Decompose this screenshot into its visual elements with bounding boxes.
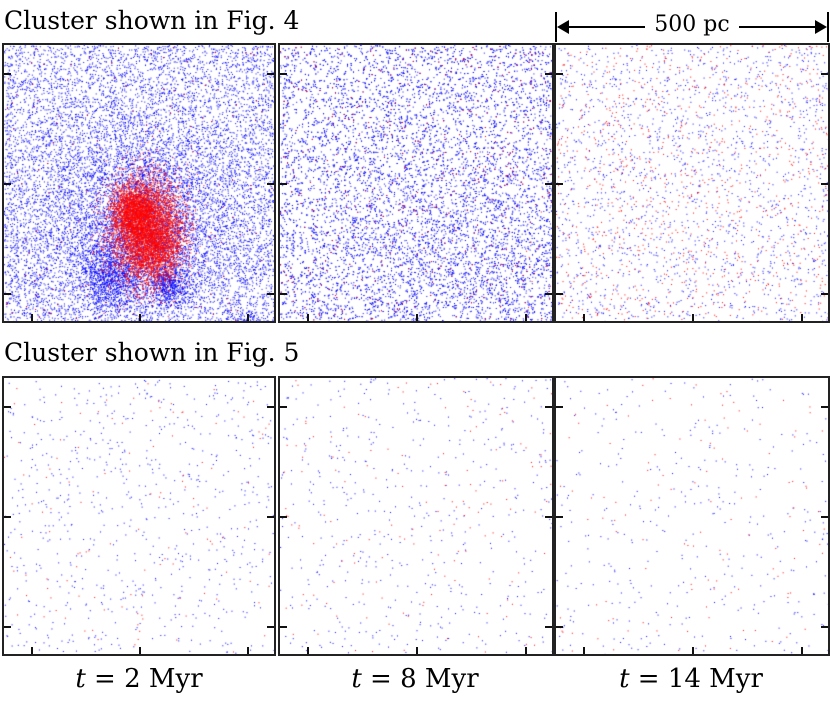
axis-tick: [821, 406, 828, 408]
axis-tick: [267, 406, 274, 408]
axis-tick: [31, 647, 33, 654]
axis-tick: [4, 293, 11, 295]
panel-fig5-t14: [554, 376, 830, 656]
axis-tick: [821, 183, 828, 185]
scale-bar-label: 500 pc: [645, 10, 739, 40]
axis-tick: [821, 73, 828, 75]
time-variable: t: [351, 664, 362, 694]
axis-tick: [307, 314, 309, 321]
time-variable: t: [619, 664, 630, 694]
axis-tick: [801, 647, 803, 654]
panel-fig4-t14: [554, 43, 830, 323]
time-label-8myr: t = 8 Myr: [278, 662, 552, 696]
axis-tick: [692, 314, 694, 321]
axis-tick: [4, 626, 11, 628]
axis-tick: [4, 406, 11, 408]
axis-tick: [556, 626, 563, 628]
axis-tick: [4, 183, 11, 185]
axis-tick: [545, 626, 552, 628]
axis-tick: [4, 73, 11, 75]
scale-bar-right-end: [827, 12, 829, 42]
axis-tick: [416, 314, 418, 321]
row-title-fig5: Cluster shown in Fig. 5: [4, 338, 300, 367]
axis-tick: [247, 314, 249, 321]
axis-tick: [801, 314, 803, 321]
panel-fig4-t8: [278, 43, 554, 323]
axis-tick: [583, 314, 585, 321]
panel-fig4-t2: [2, 43, 276, 323]
axis-tick: [525, 314, 527, 321]
axis-tick: [139, 647, 141, 654]
axis-tick: [556, 183, 563, 185]
axis-tick: [821, 293, 828, 295]
axis-tick: [525, 647, 527, 654]
axis-tick: [583, 647, 585, 654]
axis-tick: [280, 183, 287, 185]
axis-tick: [280, 626, 287, 628]
axis-tick: [545, 183, 552, 185]
axis-tick: [556, 406, 563, 408]
panel-fig5-t2: [2, 376, 276, 656]
time-value: = 14 Myr: [629, 664, 763, 694]
arrow-left-icon: [557, 20, 569, 34]
axis-tick: [31, 314, 33, 321]
scale-bar-left-end: [555, 12, 557, 42]
axis-tick: [280, 293, 287, 295]
axis-tick: [267, 73, 274, 75]
axis-tick: [556, 293, 563, 295]
axis-tick: [556, 516, 563, 518]
time-variable: t: [75, 664, 86, 694]
time-value: = 8 Myr: [361, 664, 479, 694]
time-value: = 2 Myr: [85, 664, 203, 694]
axis-tick: [545, 516, 552, 518]
arrow-right-icon: [815, 20, 827, 34]
axis-tick: [307, 647, 309, 654]
axis-tick: [692, 647, 694, 654]
panel-fig5-t8: [278, 376, 554, 656]
axis-tick: [416, 647, 418, 654]
axis-tick: [267, 516, 274, 518]
axis-tick: [4, 516, 11, 518]
axis-tick: [821, 626, 828, 628]
axis-tick: [267, 293, 274, 295]
axis-tick: [247, 647, 249, 654]
time-label-14myr: t = 14 Myr: [554, 662, 828, 696]
axis-tick: [280, 406, 287, 408]
row-title-fig4: Cluster shown in Fig. 4: [4, 6, 300, 35]
scale-bar: 500 pc: [555, 8, 829, 44]
axis-tick: [545, 406, 552, 408]
axis-tick: [280, 516, 287, 518]
axis-tick: [545, 293, 552, 295]
time-label-2myr: t = 2 Myr: [2, 662, 276, 696]
axis-tick: [267, 183, 274, 185]
axis-tick: [267, 626, 274, 628]
axis-tick: [545, 73, 552, 75]
axis-tick: [280, 73, 287, 75]
axis-tick: [821, 516, 828, 518]
axis-tick: [556, 73, 563, 75]
axis-tick: [139, 314, 141, 321]
